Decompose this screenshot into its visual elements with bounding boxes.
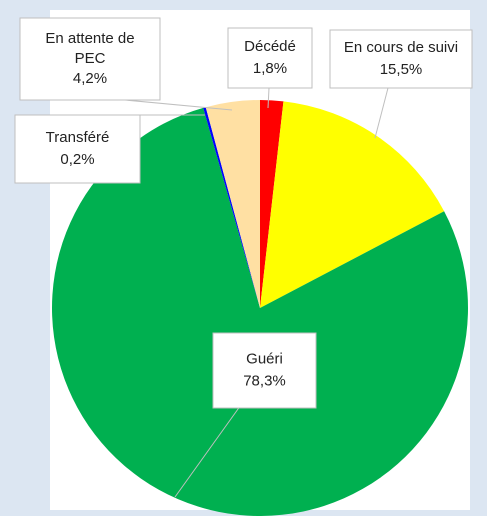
callout-box (19, 17, 161, 101)
callout-pointer (124, 99, 233, 111)
category-label: Guéri (246, 350, 283, 367)
category-label-line: PEC (75, 50, 106, 67)
pie-slice (260, 100, 284, 308)
category-label: En attente de PEC (45, 30, 134, 67)
callout-box (227, 27, 313, 89)
callout-box (14, 114, 141, 184)
pie-slice (260, 101, 445, 308)
callout-pointer (267, 87, 270, 109)
category-label: En cours de suivi (344, 39, 458, 56)
callout-pointer (374, 87, 389, 139)
callout-box (329, 29, 473, 89)
category-label: Décédé (244, 38, 296, 55)
category-label: Transféré (46, 129, 110, 146)
value-label: 78,3% (243, 372, 286, 389)
callout-pointer (174, 407, 240, 498)
value-label: 4,2% (73, 70, 107, 87)
pie-slice (52, 107, 468, 516)
pie-slice (205, 100, 260, 308)
callout-box (212, 332, 317, 409)
value-label: 1,8% (253, 60, 287, 77)
category-label-line: En attente de (45, 30, 134, 47)
value-label: 0,2% (60, 151, 94, 168)
value-label: 15,5% (380, 61, 423, 78)
pie-slice (203, 107, 260, 308)
